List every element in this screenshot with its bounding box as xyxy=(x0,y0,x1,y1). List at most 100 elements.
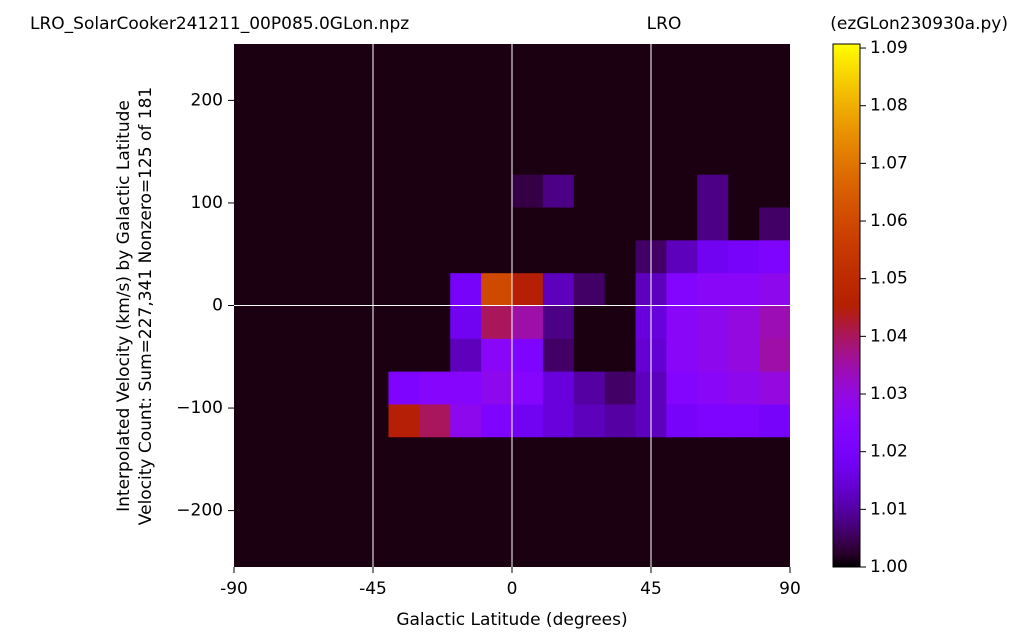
heat-cell xyxy=(542,403,575,438)
heat-cell xyxy=(697,371,729,405)
heat-cell xyxy=(234,272,266,306)
heat-cell xyxy=(604,535,637,567)
heat-cell xyxy=(264,502,297,536)
heat-cell xyxy=(419,141,451,175)
heat-cell xyxy=(512,174,544,208)
heat-cell xyxy=(604,141,637,175)
heat-cell xyxy=(450,75,482,110)
heat-cell xyxy=(604,272,637,306)
heat-cell xyxy=(264,108,297,142)
heat-cell xyxy=(759,436,790,471)
heat-cell xyxy=(481,207,513,241)
heat-cell xyxy=(450,535,482,567)
heat-cell xyxy=(450,44,482,77)
heat-cell xyxy=(419,108,451,142)
heat-cell xyxy=(542,141,575,175)
heat-cell xyxy=(697,75,729,110)
heat-cell xyxy=(728,535,760,567)
heat-cell xyxy=(728,403,760,438)
heat-cell xyxy=(573,502,606,536)
x-tick-label: -45 xyxy=(359,579,387,599)
x-tick-label: 0 xyxy=(507,579,518,599)
heat-cell xyxy=(542,535,575,567)
heat-cell xyxy=(326,141,359,175)
heat-cell xyxy=(666,108,698,142)
heat-cell xyxy=(481,403,513,438)
y-tick-label: −200 xyxy=(176,501,223,521)
heat-cell xyxy=(697,174,729,208)
y-tick-label: 0 xyxy=(212,296,223,316)
heat-cell xyxy=(481,174,513,208)
heat-cell xyxy=(604,305,637,339)
heat-cell xyxy=(295,239,328,274)
y-tick-label: −100 xyxy=(176,398,223,418)
heat-cell xyxy=(728,502,760,536)
heat-cell xyxy=(419,436,451,471)
heat-cell xyxy=(419,371,451,405)
colorbar-tick-label: 1.04 xyxy=(870,326,908,346)
heat-cell xyxy=(326,207,359,241)
heat-cell xyxy=(295,272,328,306)
chart-title: LRO_SolarCooker241211_00P085.0GLon.npz xyxy=(30,14,409,34)
heat-cell xyxy=(666,371,698,405)
heat-cell xyxy=(481,239,513,274)
heat-cell xyxy=(234,239,266,274)
heat-cell xyxy=(295,174,328,208)
heat-cell xyxy=(326,305,359,339)
colorbar-tick-label: 1.03 xyxy=(870,384,908,404)
heat-cell xyxy=(388,75,420,110)
heat-cell xyxy=(295,535,328,567)
heat-cell xyxy=(728,174,760,208)
chart-title-center: LRO xyxy=(647,14,682,34)
y-tick-label: 100 xyxy=(191,193,223,213)
heat-cell xyxy=(264,44,297,77)
heat-cell xyxy=(388,535,420,567)
heat-cell xyxy=(728,44,760,77)
heat-cell xyxy=(234,44,266,77)
heat-cell xyxy=(264,141,297,175)
heat-cell xyxy=(666,535,698,567)
heat-cell xyxy=(666,403,698,438)
colorbar-tick-label: 1.06 xyxy=(870,211,908,231)
heat-cell xyxy=(419,44,451,77)
heat-cell xyxy=(542,305,575,339)
heat-cell xyxy=(234,436,266,471)
heat-cell xyxy=(419,305,451,339)
heat-cell xyxy=(481,108,513,142)
heat-cell xyxy=(604,338,637,372)
heat-cell xyxy=(759,469,790,503)
heat-cell xyxy=(542,75,575,110)
heat-cell xyxy=(295,207,328,241)
heat-cell xyxy=(264,272,297,306)
heat-cell xyxy=(697,44,729,77)
colorbar-tick-label: 1.02 xyxy=(870,442,908,462)
heat-cell xyxy=(728,469,760,503)
heat-cell xyxy=(326,75,359,110)
heat-cell xyxy=(542,338,575,372)
heat-cell xyxy=(759,174,790,208)
heat-cell xyxy=(264,535,297,567)
heat-cell xyxy=(604,75,637,110)
heat-cell xyxy=(697,436,729,471)
heat-cell xyxy=(264,469,297,503)
heat-cell xyxy=(450,338,482,372)
heat-cell xyxy=(326,239,359,274)
heat-cell xyxy=(604,239,637,274)
heat-cell xyxy=(759,371,790,405)
heat-cell xyxy=(512,305,544,339)
heat-cell xyxy=(234,469,266,503)
heat-cell xyxy=(234,75,266,110)
heat-cell xyxy=(542,502,575,536)
heat-cell xyxy=(264,371,297,405)
heat-cell xyxy=(666,338,698,372)
heat-cell xyxy=(542,44,575,77)
heat-cell xyxy=(481,141,513,175)
heat-cell xyxy=(573,436,606,471)
heat-cell xyxy=(697,403,729,438)
heat-cell xyxy=(666,207,698,241)
heat-cell xyxy=(419,75,451,110)
heat-cell xyxy=(666,141,698,175)
heat-cell xyxy=(573,403,606,438)
